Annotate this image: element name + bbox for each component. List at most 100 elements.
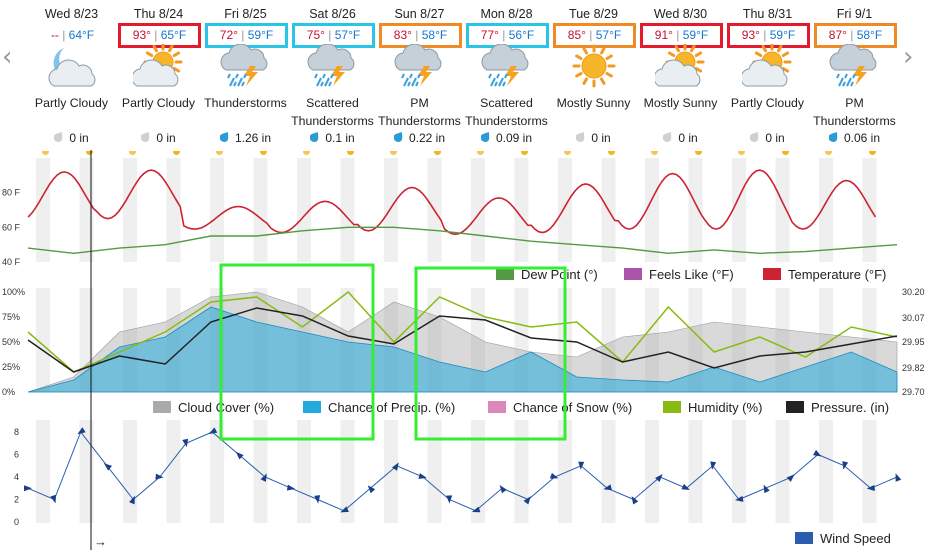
previous-days-button[interactable]: ‹ [2, 42, 12, 72]
night-band [253, 420, 268, 523]
wind-axis-label: 4 [14, 472, 19, 482]
day-name: Fri 8/25 [224, 7, 267, 21]
sun-phase-row [28, 151, 898, 157]
night-band [471, 158, 485, 262]
precip-amount: 0 in [28, 131, 115, 145]
sun-icon [346, 151, 354, 155]
pressure-line [27, 307, 898, 373]
wind-direction-arrow [866, 484, 875, 491]
legend-swatch [795, 532, 813, 544]
night-band [36, 420, 50, 523]
day-name: Thu 8/24 [133, 7, 184, 21]
night-band [645, 288, 659, 392]
night-band [123, 158, 137, 262]
raindrop-icon [575, 131, 585, 145]
moon-icon [564, 151, 571, 155]
low-temperature: 56°F [508, 28, 535, 42]
legend-label: Chance of Precip. (%) [328, 400, 455, 415]
thunderstorm-icon [394, 43, 446, 92]
low-temperature: 59°F [769, 28, 796, 42]
night-band [471, 288, 485, 392]
high-temperature: 72° [219, 28, 238, 42]
condition-text: Partly Cloudy [34, 96, 109, 110]
temperature-line [27, 169, 877, 236]
wind-direction-arrow [710, 461, 717, 470]
partly-cloudy-night-icon [46, 44, 98, 92]
day-column[interactable]: Sun 8/27 83° | 58°F PM Thunderstorms 0.2… [376, 0, 463, 158]
night-band [471, 420, 485, 523]
current-time-arrow: → [94, 534, 107, 549]
precip-value: 0.1 in [325, 131, 355, 145]
high-temperature: 91° [654, 28, 673, 42]
day-name: Thu 8/31 [742, 7, 793, 21]
wind-direction-arrow [681, 483, 690, 490]
night-band [427, 420, 442, 523]
moon-icon [42, 151, 49, 155]
precip-amount: 0.1 in [289, 131, 376, 145]
high-temperature: 85° [567, 28, 586, 42]
pressure-axis-label: 29.95 [902, 337, 925, 347]
night-band [601, 288, 616, 392]
day-column[interactable]: Thu 8/31 93° | 59°F Partly Cloudy 0 in [724, 0, 811, 158]
wind-direction-arrow [50, 494, 57, 504]
day-column[interactable]: Wed 8/23 -- | 64°F Partly Cloudy 0 in [28, 0, 115, 158]
night-band [688, 288, 703, 392]
night-band [514, 158, 529, 262]
sun-icon [781, 151, 789, 155]
legend-swatch [496, 268, 514, 280]
legend-label: Chance of Snow (%) [513, 400, 632, 415]
night-band [862, 420, 877, 523]
legend-swatch [786, 401, 804, 413]
day-column[interactable]: Thu 8/24 93° | 65°F Partly Cloudy 0 in [115, 0, 202, 158]
day-column[interactable]: Tue 8/29 85° | 57°F Mostly Sunny 0 in [550, 0, 637, 158]
wind-direction-arrow [735, 495, 744, 502]
pressure-axis-label: 30.07 [902, 313, 925, 323]
thunderstorm-icon [307, 43, 359, 92]
humidity-line [27, 290, 898, 373]
wind-direction-arrow [842, 461, 849, 470]
day-column[interactable]: Fri 8/25 72° | 59°F Thunderstorms 1.26 i… [202, 0, 289, 158]
night-band [340, 420, 355, 523]
wind-direction-arrow [103, 463, 112, 471]
night-band [819, 420, 833, 523]
percent-axis-label: 0% [2, 387, 15, 397]
legend-swatch [153, 401, 171, 413]
day-column[interactable]: Sat 8/26 75° | 57°F Scattered Thundersto… [289, 0, 376, 158]
moon-icon [303, 151, 310, 155]
day-column[interactable]: Wed 8/30 91° | 59°F Mostly Sunny 0 in [637, 0, 724, 158]
wind-direction-arrow [77, 427, 86, 435]
precip-value: 0.06 in [843, 131, 881, 145]
wind-direction-arrow [367, 485, 376, 494]
low-temperature: 64°F [68, 28, 95, 42]
night-band [166, 158, 181, 262]
precip-amount: 0 in [637, 131, 724, 145]
temp-axis-label: 40 F [2, 257, 21, 267]
night-band [384, 420, 398, 523]
day-column[interactable]: Fri 9/1 87° | 58°F PM Thunderstorms 0.06… [811, 0, 898, 158]
wind-direction-arrow [655, 474, 663, 482]
day-name: Wed 8/23 [44, 7, 99, 21]
night-band [558, 158, 572, 262]
day-temperature-range: -- | 64°F [50, 28, 95, 42]
day-column[interactable]: Mon 8/28 77° | 56°F Scattered Thundersto… [463, 0, 550, 158]
sun-icon [694, 151, 702, 155]
precip-amount: 0.22 in [376, 131, 463, 145]
night-band [384, 158, 398, 262]
night-band [79, 420, 94, 523]
high-temperature: 75° [306, 28, 325, 42]
wind-direction-arrow [235, 451, 244, 460]
precip-amount: 0 in [115, 131, 202, 145]
precip-value: 0.09 in [495, 131, 533, 145]
legend-label: Pressure. (in) [811, 400, 889, 415]
temp-axis-label: 80 F [2, 188, 21, 198]
wind-direction-arrow [786, 474, 795, 482]
next-days-button[interactable]: › [903, 42, 913, 72]
night-band [775, 158, 790, 262]
wind-direction-arrow [208, 427, 218, 434]
legend-swatch [624, 268, 642, 280]
night-band [558, 420, 572, 523]
legend-label: Cloud Cover (%) [178, 400, 274, 415]
wind-direction-arrow [631, 496, 639, 505]
thunderstorm-icon [220, 43, 272, 92]
